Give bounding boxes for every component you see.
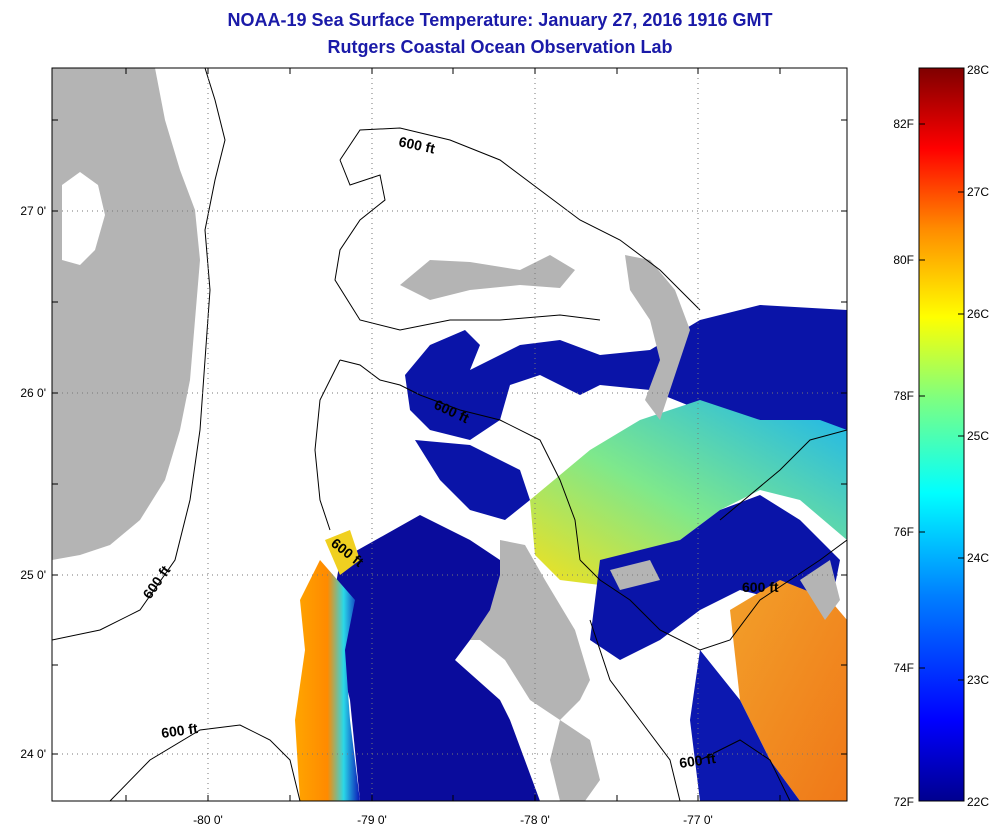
colorbar-fahrenheit-82: 82F	[893, 117, 914, 131]
lake-okeechobee	[62, 172, 105, 265]
lon-label-79: -79 0'	[357, 813, 387, 827]
andros-land	[470, 540, 590, 720]
isobath-label-north: 600 ft	[397, 133, 436, 156]
southeast-warm-water	[730, 580, 847, 801]
map-subtitle: Rutgers Coastal Ocean Observation Lab	[327, 37, 673, 57]
isobath-label-east: 600 ft	[742, 579, 779, 595]
lat-label-24: 24 0'	[20, 747, 46, 761]
colorbar-celsius-26: 26C	[967, 307, 989, 321]
colorbar-fahrenheit-74: 74F	[893, 661, 914, 675]
colorbar-fahrenheit-78: 78F	[893, 389, 914, 403]
isobath-label-south: 600 ft	[160, 720, 199, 741]
central-cold-water-patch	[415, 440, 530, 520]
grand-bahama-land	[400, 255, 575, 300]
sst-map: 600 ft 600 ft 600 ft 600 ft 600 ft 600 f…	[52, 68, 847, 801]
isobath-contours	[52, 68, 847, 801]
map-frame	[51, 67, 848, 802]
graticule	[52, 68, 847, 801]
lat-label-26: 26 0'	[20, 386, 46, 400]
tongue-of-ocean-cold-water	[330, 515, 540, 801]
south-andros-land	[550, 720, 600, 801]
new-providence-land	[610, 560, 660, 590]
colorbar-celsius-28: 28C	[967, 63, 989, 77]
colorbar-fahrenheit-76: 76F	[893, 525, 914, 539]
central-warm-region	[530, 400, 847, 585]
map-ticks	[52, 68, 847, 801]
lon-label-80: -80 0'	[193, 813, 223, 827]
colorbar-gradient	[918, 67, 965, 802]
exuma-sound-cold-water	[590, 495, 840, 660]
colorbar-celsius-22: 22C	[967, 795, 989, 809]
colorbar-celsius-24: 24C	[967, 551, 989, 565]
gulf-stream-warm-water	[295, 560, 360, 801]
northern-cold-water-patches	[405, 305, 847, 440]
lon-label-77: -77 0'	[683, 813, 713, 827]
eleuthera-land	[800, 560, 840, 620]
colorbar-fahrenheit-80: 80F	[893, 253, 914, 267]
lat-label-27: 27 0'	[20, 204, 46, 218]
colorbar: 28C 27C 26C 25C 24C 23C 22C 82F 80F 78F …	[893, 63, 989, 809]
colorbar-celsius-27: 27C	[967, 185, 989, 199]
map-title: NOAA-19 Sea Surface Temperature: January…	[227, 10, 773, 30]
gulf-stream-warm-patch	[325, 530, 360, 575]
abaco-land	[625, 255, 690, 420]
colorbar-fahrenheit-72: 72F	[893, 795, 914, 809]
isobath-label-southeast: 600 ft	[678, 750, 717, 771]
colorbar-celsius-25: 25C	[967, 429, 989, 443]
southeast-cold-water	[690, 650, 800, 801]
colorbar-celsius-23: 23C	[967, 673, 989, 687]
lat-label-25: 25 0'	[20, 568, 46, 582]
lon-label-78: -78 0'	[520, 813, 550, 827]
